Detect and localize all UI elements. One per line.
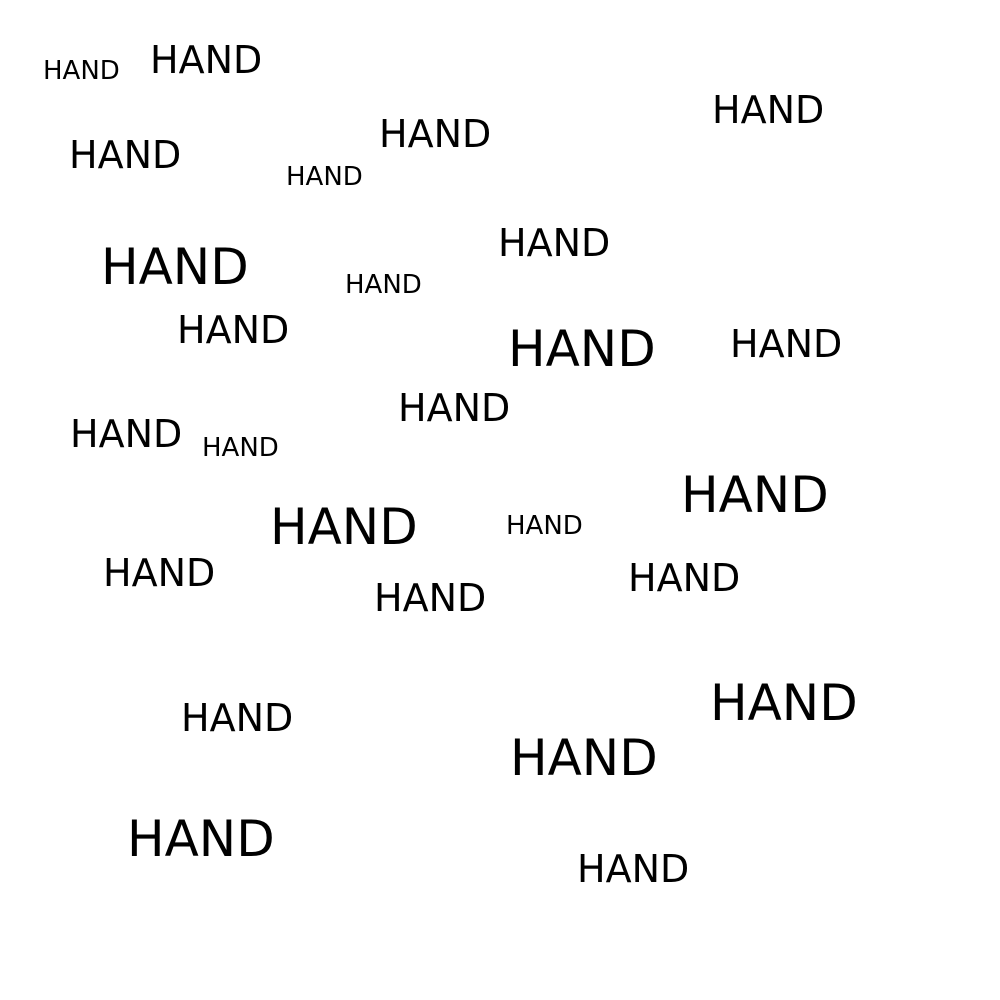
- word-hand: HAND: [710, 674, 858, 732]
- word-hand: HAND: [202, 433, 279, 463]
- word-hand: HAND: [101, 238, 249, 296]
- word-hand: HAND: [628, 556, 741, 600]
- word-hand: HAND: [127, 810, 275, 868]
- word-hand: HAND: [498, 221, 611, 265]
- word-hand: HAND: [374, 576, 487, 620]
- word-hand: HAND: [103, 551, 216, 595]
- word-hand: HAND: [398, 386, 511, 430]
- word-hand: HAND: [681, 466, 829, 524]
- word-hand: HAND: [181, 696, 294, 740]
- word-hand: HAND: [70, 412, 183, 456]
- word-hand: HAND: [43, 56, 120, 86]
- word-hand: HAND: [510, 729, 658, 787]
- word-hand: HAND: [345, 270, 422, 300]
- word-hand: HAND: [730, 322, 843, 366]
- word-hand: HAND: [577, 847, 690, 891]
- word-hand: HAND: [270, 498, 418, 556]
- word-hand: HAND: [506, 511, 583, 541]
- word-hand: HAND: [286, 162, 363, 192]
- word-hand: HAND: [177, 308, 290, 352]
- word-hand: HAND: [379, 112, 492, 156]
- word-hand: HAND: [150, 38, 263, 82]
- word-hand: HAND: [508, 320, 656, 378]
- word-hand: HAND: [69, 133, 182, 177]
- word-hand: HAND: [712, 88, 825, 132]
